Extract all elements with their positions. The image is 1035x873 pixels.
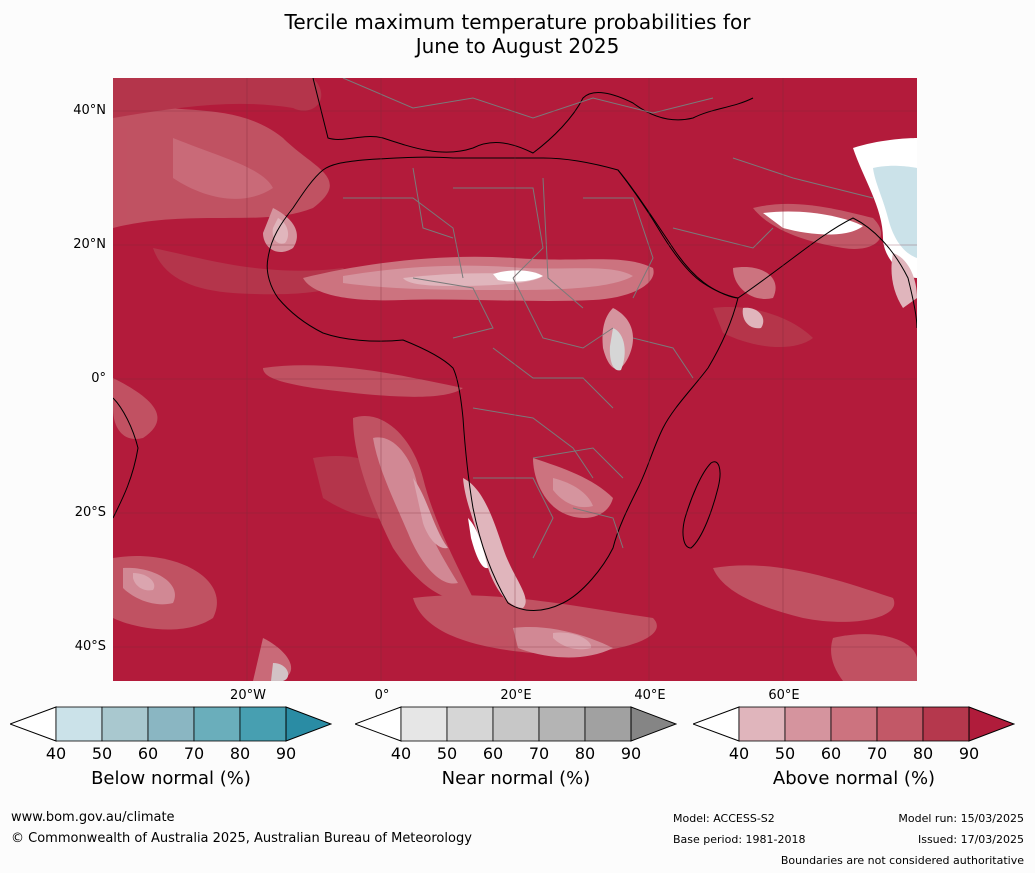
tick-label: 70: [866, 744, 888, 763]
colorbar-near-70-80: [538, 706, 586, 742]
madagascar-coastline: [682, 461, 721, 549]
lon-label-0: 0°: [374, 688, 390, 703]
tick-label: 60: [137, 744, 159, 763]
colorbar-below-arrow-low: [8, 706, 57, 742]
legend-below-normal: 40 50 60 70 80 90: [8, 706, 333, 763]
legend-below-normal-label: Below normal (%): [91, 768, 251, 789]
tick-label: 80: [912, 744, 934, 763]
south-america-coastline: [112, 397, 139, 519]
colorbar-near-80-90: [584, 706, 632, 742]
colorbar-above-40-50: [738, 706, 786, 742]
colorbar-above-60-70: [830, 706, 878, 742]
graticule: [113, 78, 917, 681]
lon-label-60e: 60°E: [768, 688, 800, 703]
colorbar-near-50-60: [446, 706, 494, 742]
lon-label-20w: 20°W: [230, 688, 266, 703]
website-link[interactable]: www.bom.gov.au/climate: [11, 810, 175, 825]
colorbar-below-arrow-high: [285, 706, 333, 742]
lon-label-40e: 40°E: [634, 688, 666, 703]
sahel-band: [263, 208, 654, 371]
colorbar-above-normal: [691, 706, 1016, 742]
colorbar-near-arrow-high: [630, 706, 678, 742]
title-line-1: Tercile maximum temperature probabilitie…: [284, 10, 751, 34]
lat-label-40s: 40°S: [74, 639, 106, 654]
model-name: Model: ACCESS-S2: [673, 812, 775, 825]
europe-coastline: [312, 77, 754, 154]
tick-label: 90: [620, 744, 642, 763]
tick-label: 60: [482, 744, 504, 763]
coastlines: [112, 77, 918, 611]
tick-label: 70: [183, 744, 205, 763]
colorbar-below-80-90: [239, 706, 287, 742]
tick-label: 40: [728, 744, 750, 763]
colorbar-above-arrow-high: [968, 706, 1016, 742]
lat-label-40n: 40°N: [73, 103, 106, 118]
lat-label-20s: 20°S: [74, 505, 106, 520]
southern-africa-band: [463, 458, 613, 608]
colorbar-above-arrow-low: [691, 706, 740, 742]
issued-date: Issued: 17/03/2025: [917, 833, 1024, 846]
colorbar-near-normal: [353, 706, 678, 742]
copyright-text: © Commonwealth of Australia 2025, Austra…: [11, 831, 472, 846]
colorbar-above-80-90: [922, 706, 970, 742]
tick-label: 50: [91, 744, 113, 763]
ocean-probability-bands: [113, 78, 917, 681]
tick-label: 90: [275, 744, 297, 763]
tick-label: 60: [820, 744, 842, 763]
map-svg: [112, 77, 918, 681]
colorbar-above-70-80: [876, 706, 924, 742]
model-run-date: Model run: 15/03/2025: [898, 812, 1024, 825]
legend-near-normal: 40 50 60 70 80 90: [353, 706, 678, 763]
base-period: Base period: 1981-2018: [673, 833, 806, 846]
colorbar-near-40-50: [400, 706, 448, 742]
legend-near-normal-label: Near normal (%): [441, 768, 591, 789]
probability-map: [112, 77, 918, 681]
colorbar-below-50-60: [101, 706, 149, 742]
lon-label-20e: 20°E: [500, 688, 532, 703]
lat-label-0: 0°: [91, 371, 106, 386]
colorbar-below-40-50: [55, 706, 103, 742]
legend-above-normal: 40 50 60 70 80 90: [691, 706, 1016, 763]
tick-label: 80: [574, 744, 596, 763]
colorbar-above-50-60: [784, 706, 832, 742]
colorbar-below-normal: [8, 706, 333, 742]
africa-coastline: [266, 156, 739, 611]
tick-label: 50: [436, 744, 458, 763]
tick-label: 40: [45, 744, 67, 763]
map-title: Tercile maximum temperature probabilitie…: [0, 10, 1035, 58]
country-boundaries: [342, 77, 874, 559]
boundaries-disclaimer: Boundaries are not considered authoritat…: [780, 854, 1024, 867]
colorbar-below-60-70: [147, 706, 195, 742]
colorbar-near-arrow-low: [353, 706, 402, 742]
south-asia-band: [733, 138, 917, 329]
tick-label: 80: [229, 744, 251, 763]
legend-above-normal-label: Above normal (%): [772, 768, 936, 789]
arabia-coastline: [617, 169, 918, 329]
lat-label-20n: 20°N: [73, 237, 106, 252]
tick-label: 90: [958, 744, 980, 763]
tick-label: 50: [774, 744, 796, 763]
title-line-2: June to August 2025: [415, 34, 620, 58]
colorbar-below-70-80: [193, 706, 241, 742]
tick-label: 70: [528, 744, 550, 763]
tick-label: 40: [390, 744, 412, 763]
colorbar-near-60-70: [492, 706, 540, 742]
